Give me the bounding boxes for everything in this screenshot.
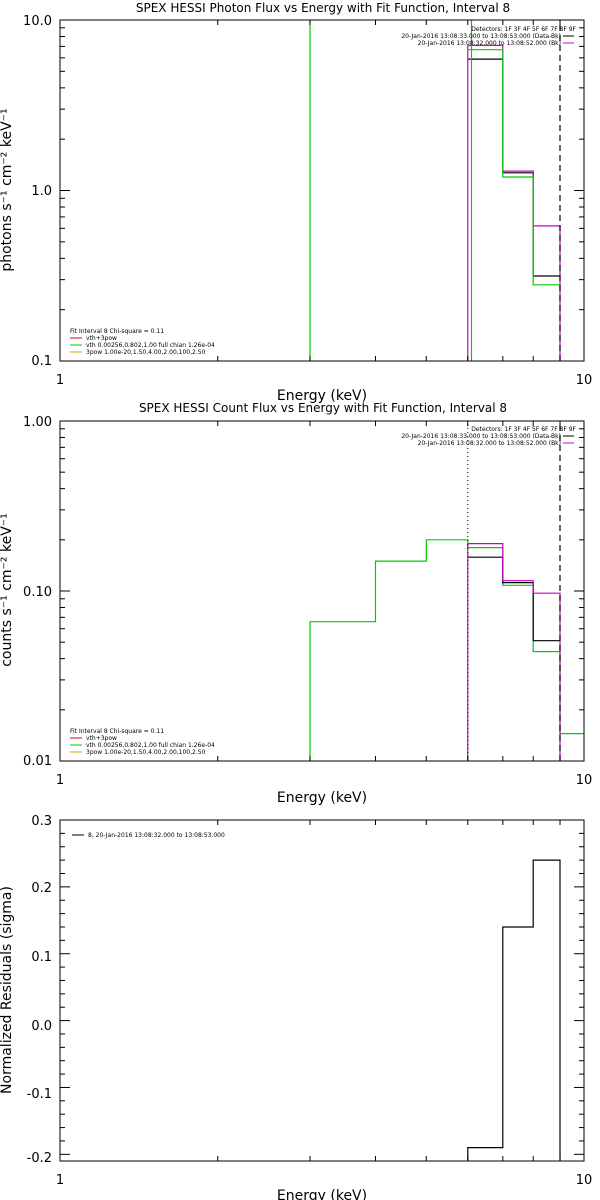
x-tick-label-1: 1 <box>56 373 64 388</box>
legend-entry: vth 0.00256,0.802,1.00 full chian 1.26e-… <box>86 742 215 749</box>
legend-entry: 8, 20-Jan-2016 13:08:32.000 to 13:08:53.… <box>88 832 225 839</box>
y-axis-label: counts s⁻¹ cm⁻² keV⁻¹ <box>0 513 15 667</box>
series-group <box>309 421 584 761</box>
panel-count-flux: SPEX HESSI Count Flux vs Energy with Fit… <box>0 401 592 806</box>
y-tick-label-0.1: 0.1 <box>31 354 52 369</box>
x-axis-label: Energy (keV) <box>277 388 367 404</box>
info-line: 20-Jan-2016 13:08:32.000 to 13:08:52.000… <box>418 40 561 47</box>
panel-photon-flux: SPEX HESSI Photon Flux vs Energy with Fi… <box>0 1 592 404</box>
series-group <box>309 20 561 361</box>
legend-entry: Fit Interval 8 Chi-square = 0.11 <box>70 728 164 735</box>
series-line-1 <box>467 44 561 361</box>
y-tick-label-0.10: 0.10 <box>23 585 52 600</box>
legend-entry: 3pow 1.00e-20,1.50,4.00,2.00,100,2.50 <box>86 349 206 356</box>
x-axis-label: Energy (keV) <box>277 790 367 806</box>
y-tick-label-10: 10.0 <box>23 14 52 29</box>
y-tick-label-0.01: 0.01 <box>23 754 52 769</box>
series-line-0 <box>467 859 561 1161</box>
info-box: Detectors: 1F 3F 4F 5F 6F 7F 8F 9F 20-Ja… <box>401 26 576 47</box>
x-tick-label-1: 1 <box>56 1173 64 1188</box>
legend-entry: Fit Interval 8 Chi-square = 0.11 <box>70 328 164 335</box>
panel-residuals: 1 10 -0.2 -0.1 0.0 0.1 0.2 0.3 Energy (k… <box>0 814 592 1200</box>
legend: Fit Interval 8 Chi-square = 0.11 vth+3po… <box>70 328 215 356</box>
plot-frame <box>59 19 585 362</box>
axis-ticks <box>59 420 585 762</box>
legend-entry: vth+3pow <box>86 335 117 342</box>
legend-entry: vth+3pow <box>86 735 117 742</box>
x-tick-label-10: 10 <box>576 373 593 388</box>
series-line-0 <box>467 58 560 277</box>
info-line: Detectors: 1F 3F 4F 5F 6F 7F 8F 9F <box>471 426 576 433</box>
plot-frame <box>59 819 585 1162</box>
legend: Fit Interval 8 Chi-square = 0.11 vth+3po… <box>70 728 215 756</box>
info-line: 20-Jan-2016 13:08:33.000 to 13:08:53.000… <box>401 33 561 40</box>
x-axis-label: Energy (keV) <box>277 1188 367 1200</box>
legend-entry: vth 0.00256,0.802,1.00 full chian 1.26e-… <box>86 342 215 349</box>
x-tick-label-1: 1 <box>56 773 64 788</box>
y-axis-label: Normalized Residuals (sigma) <box>0 886 15 1094</box>
chart-title: SPEX HESSI Photon Flux vs Energy with Fi… <box>136 1 510 15</box>
series-group <box>467 859 561 1161</box>
series-line-1 <box>467 556 560 642</box>
series-line-4 <box>467 49 560 286</box>
legend: 8, 20-Jan-2016 13:08:32.000 to 13:08:53.… <box>72 832 225 839</box>
x-tick-label-10: 10 <box>576 1173 593 1188</box>
series-line-0 <box>309 539 584 761</box>
series-line-2 <box>467 542 561 761</box>
y-tick-label: 0.1 <box>31 950 52 965</box>
y-axis-label: photons s⁻¹ cm⁻² keV⁻¹ <box>0 108 15 271</box>
y-tick-label-1.00: 1.00 <box>23 415 52 430</box>
chart-title: SPEX HESSI Count Flux vs Energy with Fit… <box>139 401 507 415</box>
y-tick-label: 0.3 <box>31 814 52 829</box>
info-line: 20-Jan-2016 13:08:32.000 to 13:08:52.000… <box>418 440 561 447</box>
info-line: 20-Jan-2016 13:08:33.000 to 13:08:53.000… <box>401 433 561 440</box>
y-tick-label: -0.1 <box>27 1087 52 1102</box>
y-tick-label: 0.2 <box>31 881 52 896</box>
legend-entry: 3pow 1.00e-20,1.50,4.00,2.00,100,2.50 <box>86 749 206 756</box>
info-box: Detectors: 1F 3F 4F 5F 6F 7F 8F 9F 20-Ja… <box>401 426 576 447</box>
y-tick-label-1: 1.0 <box>31 184 52 199</box>
info-line: Detectors: 1F 3F 4F 5F 6F 7F 8F 9F <box>471 26 576 33</box>
axis-ticks <box>59 19 585 362</box>
y-tick-label: 0.0 <box>31 1019 52 1034</box>
axis-ticks <box>59 819 585 1161</box>
x-tick-label-10: 10 <box>576 773 593 788</box>
plot-frame <box>59 420 585 762</box>
y-tick-label: -0.2 <box>27 1151 52 1166</box>
